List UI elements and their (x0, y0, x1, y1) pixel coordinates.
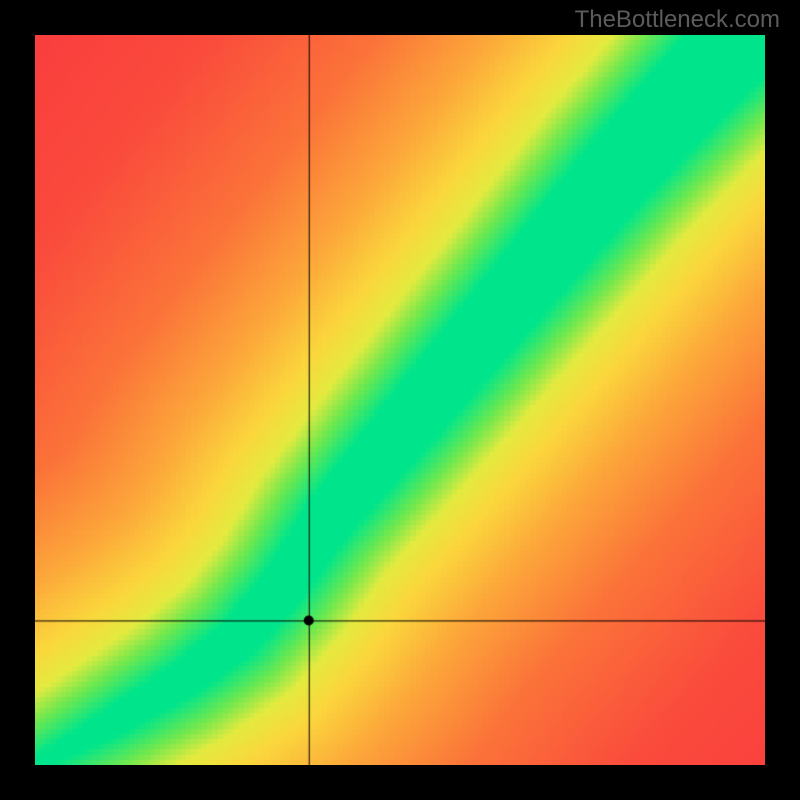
heatmap-plot (35, 35, 765, 765)
watermark-text: TheBottleneck.com (575, 6, 780, 34)
chart-container: TheBottleneck.com (0, 0, 800, 800)
